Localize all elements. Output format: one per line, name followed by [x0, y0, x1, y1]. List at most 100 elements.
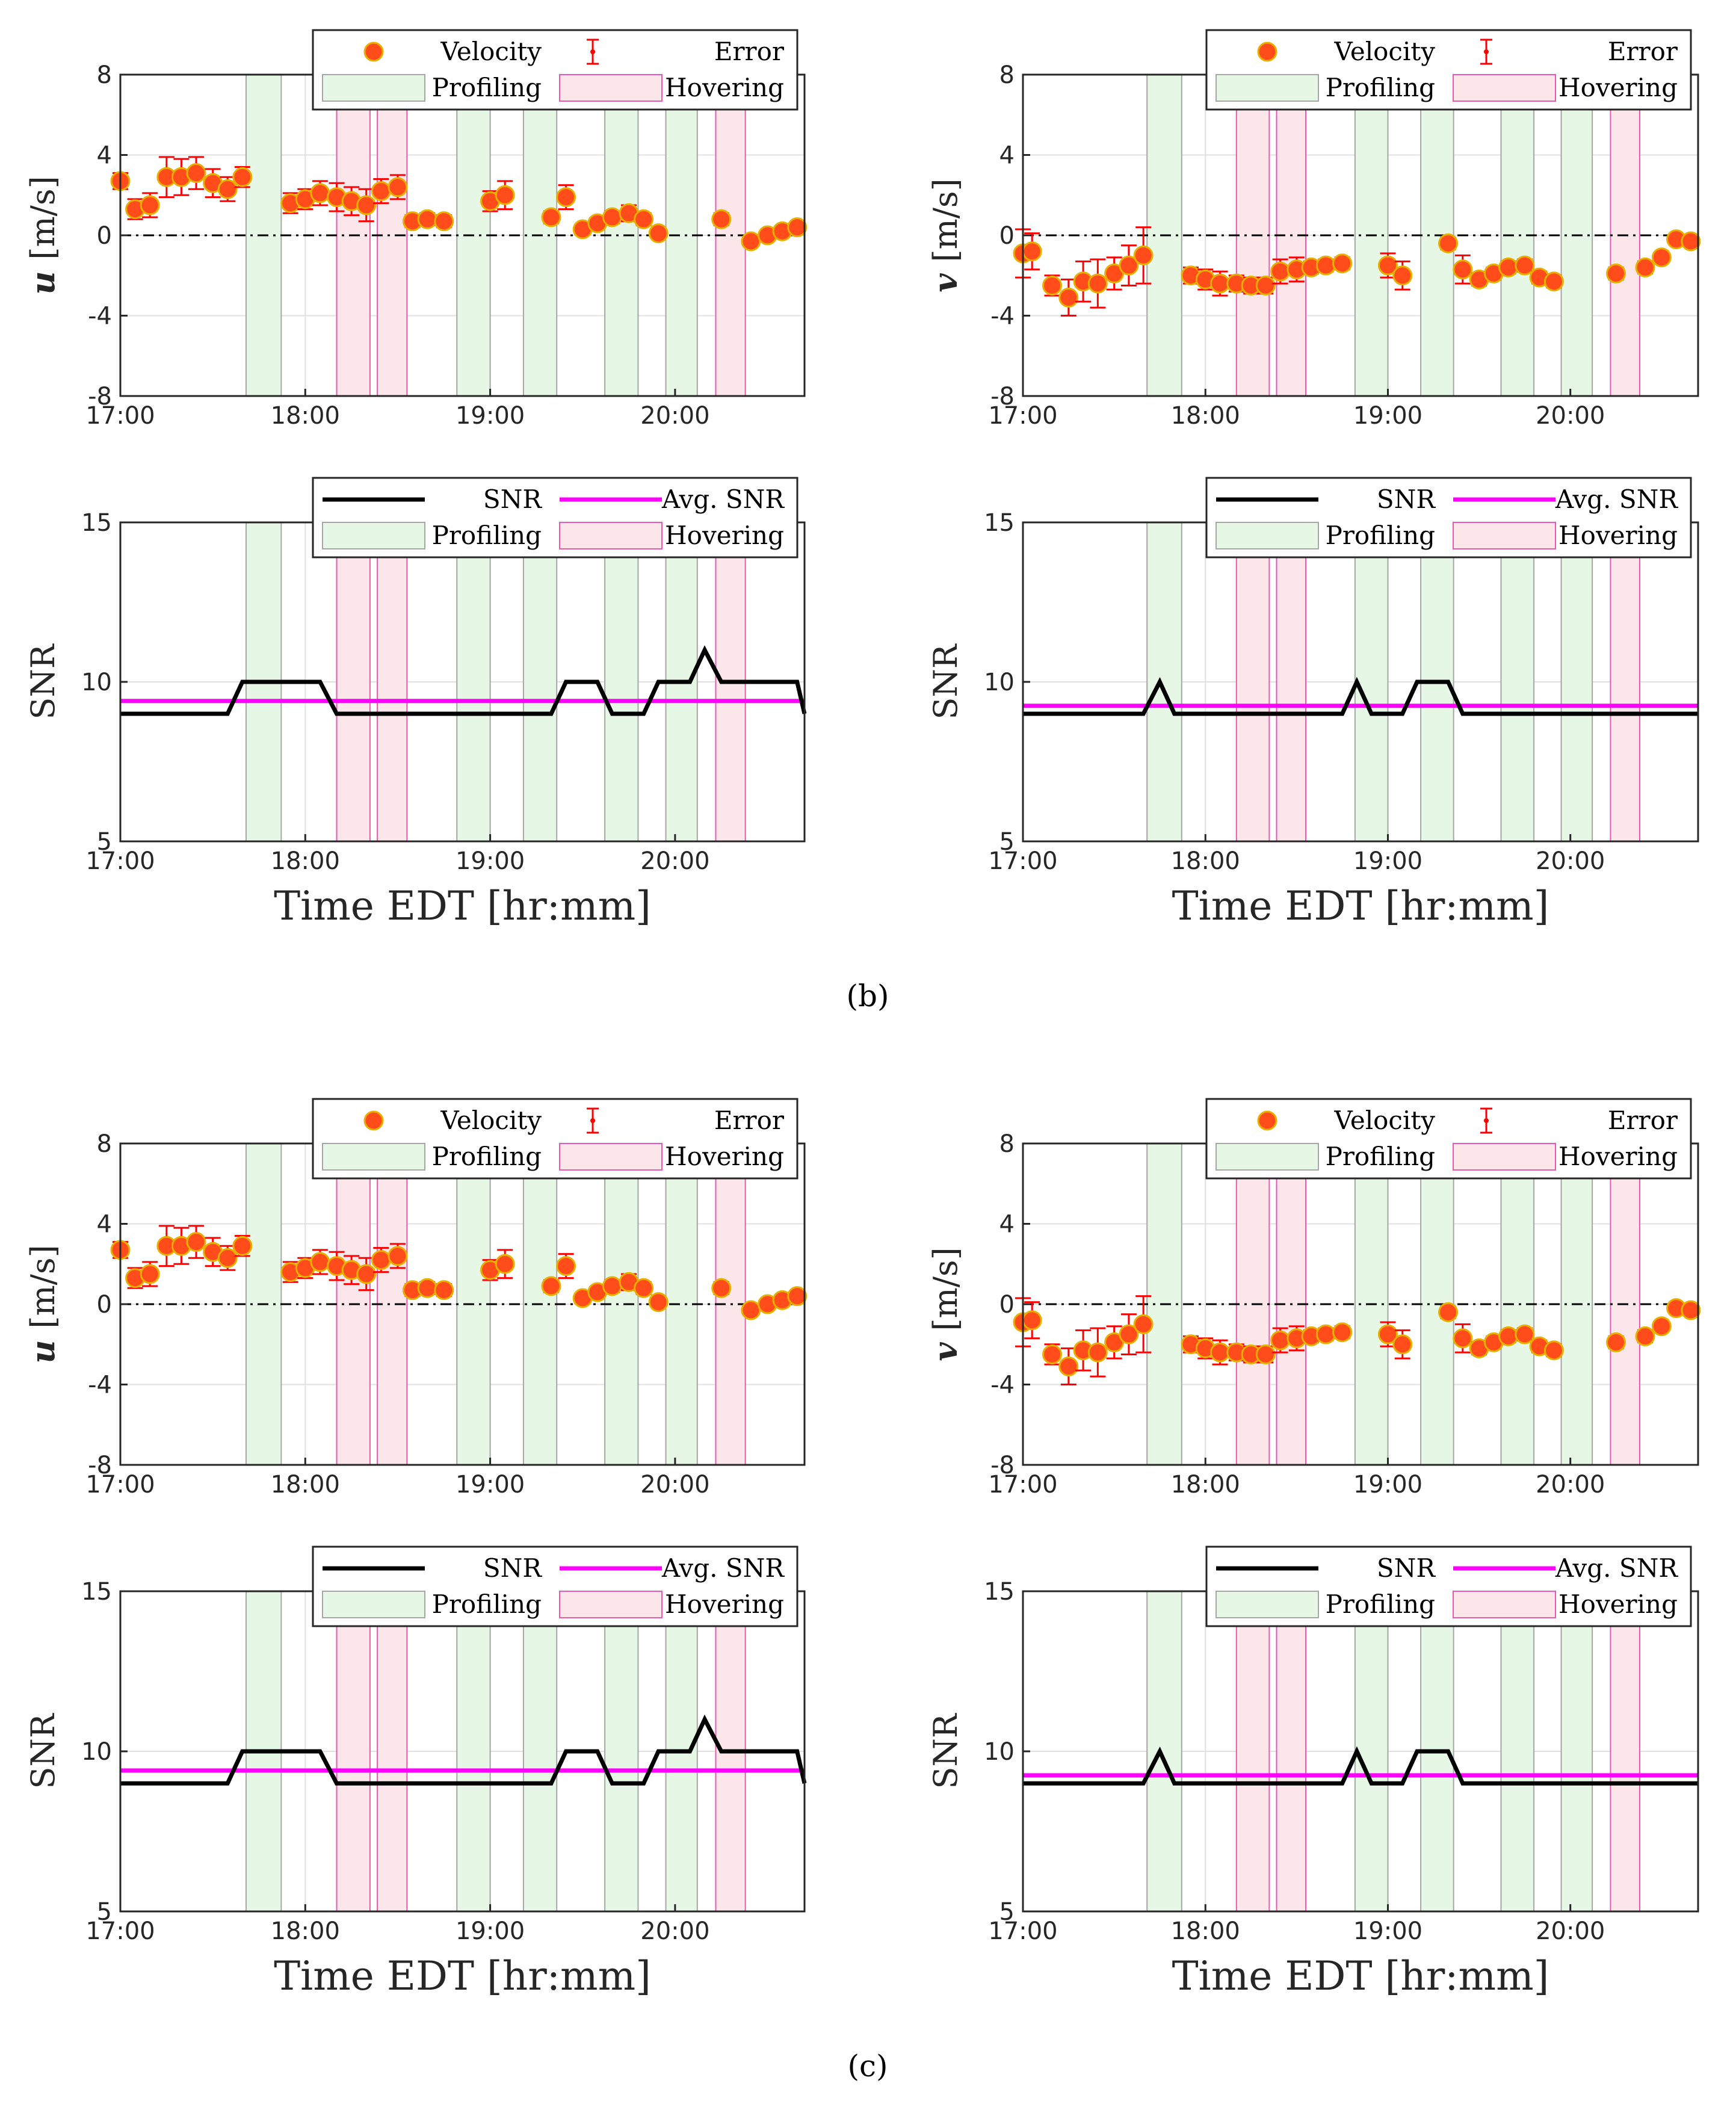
y-axis-label: u [m/s] [23, 1245, 62, 1363]
legend-hovering-swatch [559, 1591, 663, 1618]
velocity-point [1210, 1342, 1231, 1363]
legend-hovering-label: Hovering [665, 521, 784, 550]
y-tick-label: 15 [984, 509, 1015, 537]
velocity-point [634, 1278, 654, 1298]
legend-velocity-marker [1257, 42, 1277, 62]
legend-hovering-label: Hovering [1558, 73, 1678, 102]
legend-hovering-swatch [559, 522, 663, 549]
velocity-point [1022, 1310, 1042, 1331]
velocity-point [1119, 255, 1139, 276]
chart-b-snr-v: 15 10 517:00 18:00 19:00 20:00 SNR Time EDT [hr… [927, 477, 1699, 929]
legend-avg-snr-label: Avg. SNR [661, 484, 785, 514]
legend-hovering-label: Hovering [665, 1589, 784, 1619]
y-tick-label: 15 [81, 1578, 112, 1606]
chart-b-u: 8 4 0 -4 -817:00 18:00 19:00 20:00 u [m/s] Veloci… [23, 29, 808, 430]
velocity-point [711, 209, 732, 229]
velocity-point [1332, 1322, 1353, 1343]
velocity-point [1635, 257, 1655, 277]
legend: SNR Avg. SNR Profiling Hovering [312, 477, 798, 559]
velocity-point [1133, 245, 1154, 265]
profiling-span [522, 522, 558, 842]
hovering-span [1235, 522, 1270, 842]
y-tick-label: 4 [999, 1211, 1015, 1239]
legend-error-label: Error [1608, 37, 1678, 66]
y-tick-label: 0 [97, 1291, 112, 1319]
legend: Velocity Error Profiling Hovering [1205, 1098, 1692, 1180]
legend-profiling-label: Profiling [1326, 1589, 1435, 1619]
legend-hovering-swatch [1453, 1143, 1556, 1171]
x-axis-label: Time EDT [hr:mm] [1172, 883, 1549, 929]
velocity-point [495, 185, 515, 205]
x-tick-label: 17:00 [85, 1471, 155, 1499]
hovering-span [377, 1591, 408, 1912]
velocity-point [1119, 1324, 1139, 1344]
y-axis-label: SNR [24, 1713, 62, 1789]
legend-profiling-swatch [1216, 1591, 1319, 1618]
profiling-span [604, 522, 639, 842]
velocity-point [1022, 241, 1042, 262]
velocity-point [541, 207, 561, 227]
velocity-point [1651, 1316, 1672, 1337]
x-tick-label: 17:00 [85, 402, 155, 430]
legend: SNR Avg. SNR Profiling Hovering [1205, 477, 1692, 559]
legend-error-dot [590, 49, 595, 54]
y-tick-label: -8 [990, 1452, 1015, 1479]
velocity-point [1543, 271, 1564, 292]
profiling-span [456, 1591, 491, 1912]
velocity-point [1042, 275, 1063, 296]
legend-velocity-label: Velocity [1333, 37, 1435, 66]
hovering-span [336, 522, 371, 842]
velocity-point [1392, 265, 1413, 286]
velocity-point [434, 1280, 454, 1301]
velocity-point [217, 1248, 238, 1268]
velocity-point [140, 195, 160, 215]
x-axis-label: Time EDT [hr:mm] [274, 1953, 651, 1999]
y-tick-label: 5 [97, 828, 112, 856]
velocity-point [186, 1232, 206, 1252]
legend-error-dot [1484, 49, 1489, 54]
velocity-point [310, 183, 330, 203]
chart-c-snr-v: 15 10 517:00 18:00 19:00 20:00 SNR Time EDT [hr… [927, 1546, 1699, 1999]
velocity-point [186, 163, 206, 184]
velocity-point [217, 179, 238, 199]
velocity-point [1498, 257, 1519, 277]
velocity-point [1315, 255, 1336, 276]
x-tick-label: 19:00 [1353, 402, 1422, 430]
profiling-span [1500, 1591, 1535, 1912]
legend-box [312, 29, 798, 111]
snr-line [1023, 1746, 1698, 1786]
x-tick-label: 17:00 [85, 847, 155, 875]
legend-profiling-swatch [322, 522, 425, 549]
x-tick-label: 18:00 [1171, 402, 1240, 430]
velocity-point [495, 1254, 515, 1274]
legend-profiling-swatch [322, 1143, 425, 1171]
velocity-point [1315, 1324, 1336, 1344]
x-tick-label: 18:00 [271, 1471, 340, 1499]
profiling-span [1354, 1591, 1389, 1912]
x-tick-label: 17:00 [988, 1471, 1057, 1499]
legend-error-dot [1484, 1118, 1489, 1123]
velocity-point [1515, 255, 1535, 276]
velocity-point [1438, 1302, 1459, 1322]
legend-hovering-swatch [559, 74, 663, 102]
legend-profiling-label: Profiling [432, 1589, 542, 1619]
legend-error-label: Error [1608, 1106, 1678, 1135]
chart-c-snr-u: 15 10 517:00 18:00 19:00 20:00 SNR Time EDT [hr… [24, 1546, 807, 1999]
x-tick-label: 20:00 [1536, 402, 1605, 430]
x-tick-label: 19:00 [1353, 1917, 1422, 1945]
velocity-point [556, 187, 576, 208]
legend-profiling-label: Profiling [1326, 521, 1435, 550]
velocity-point [434, 211, 454, 232]
chart-b-v: 8 4 0 -4 -817:00 18:00 19:00 20:00 v [m/s] Veloci… [926, 29, 1701, 430]
legend-error-label: Error [714, 1106, 785, 1135]
x-tick-label: 20:00 [640, 1471, 709, 1499]
y-tick-label: -8 [88, 1452, 112, 1479]
velocity-point [1453, 1328, 1473, 1349]
legend-snr-label: SNR [483, 484, 543, 514]
caption-b: (b) [846, 979, 889, 1013]
x-tick-label: 19:00 [456, 1917, 525, 1945]
velocity-point [1606, 1332, 1626, 1352]
velocity-point [1058, 287, 1079, 308]
y-tick-label: 10 [984, 1738, 1015, 1766]
velocity-point [1255, 275, 1276, 296]
